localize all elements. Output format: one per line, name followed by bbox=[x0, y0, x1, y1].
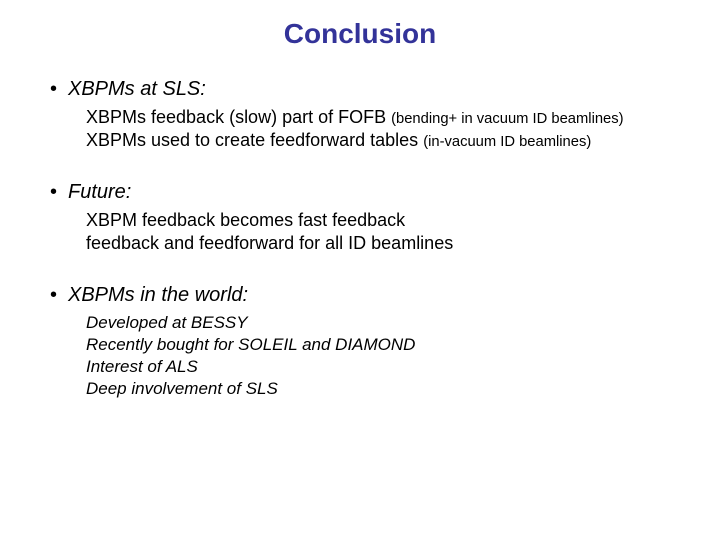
sub-text: XBPMs feedback (slow) part of FOFB bbox=[86, 107, 391, 127]
sub-line: XBPMs feedback (slow) part of FOFB (bend… bbox=[86, 107, 684, 128]
sub-text: feedback and feedforward for all ID beam… bbox=[86, 233, 453, 253]
slide: Conclusion • XBPMs at SLS: XBPMs feedbac… bbox=[0, 0, 720, 540]
sub-text: Developed at BESSY bbox=[86, 313, 248, 332]
sub-line: XBPMs used to create feedforward tables … bbox=[86, 130, 684, 151]
bullet-row: • Future: bbox=[36, 181, 684, 204]
sub-block: Developed at BESSY Recently bought for S… bbox=[36, 313, 684, 399]
bullet-row: • XBPMs at SLS: bbox=[36, 78, 684, 101]
section-world: • XBPMs in the world: Developed at BESSY… bbox=[36, 284, 684, 399]
sub-line: Deep involvement of SLS bbox=[86, 379, 684, 399]
sub-line: feedback and feedforward for all ID beam… bbox=[86, 233, 684, 254]
sub-text: XBPM feedback becomes fast feedback bbox=[86, 210, 405, 230]
sub-block: XBPMs feedback (slow) part of FOFB (bend… bbox=[36, 107, 684, 151]
sub-line: Developed at BESSY bbox=[86, 313, 684, 333]
bullet-dot-icon: • bbox=[50, 181, 68, 204]
sub-line: Recently bought for SOLEIL and DIAMOND bbox=[86, 335, 684, 355]
sub-text: Deep involvement of SLS bbox=[86, 379, 278, 398]
sub-paren: (bending+ in vacuum ID beamlines) bbox=[391, 111, 623, 127]
sub-line: XBPM feedback becomes fast feedback bbox=[86, 210, 684, 231]
sub-line: Interest of ALS bbox=[86, 357, 684, 377]
bullet-label: Future: bbox=[68, 181, 131, 204]
section-future: • Future: XBPM feedback becomes fast fee… bbox=[36, 181, 684, 254]
bullet-row: • XBPMs in the world: bbox=[36, 284, 684, 307]
bullet-label: XBPMs at SLS: bbox=[68, 78, 206, 101]
sub-text: XBPMs used to create feedforward tables bbox=[86, 130, 423, 150]
bullet-label: XBPMs in the world: bbox=[68, 284, 248, 307]
sub-paren: (in-vacuum ID beamlines) bbox=[423, 134, 591, 150]
slide-title: Conclusion bbox=[36, 18, 684, 50]
sub-text: Interest of ALS bbox=[86, 357, 198, 376]
sub-block: XBPM feedback becomes fast feedback feed… bbox=[36, 210, 684, 254]
section-xbpms-sls: • XBPMs at SLS: XBPMs feedback (slow) pa… bbox=[36, 78, 684, 151]
bullet-dot-icon: • bbox=[50, 78, 68, 101]
sub-text: Recently bought for SOLEIL and DIAMOND bbox=[86, 335, 415, 354]
bullet-dot-icon: • bbox=[50, 284, 68, 307]
